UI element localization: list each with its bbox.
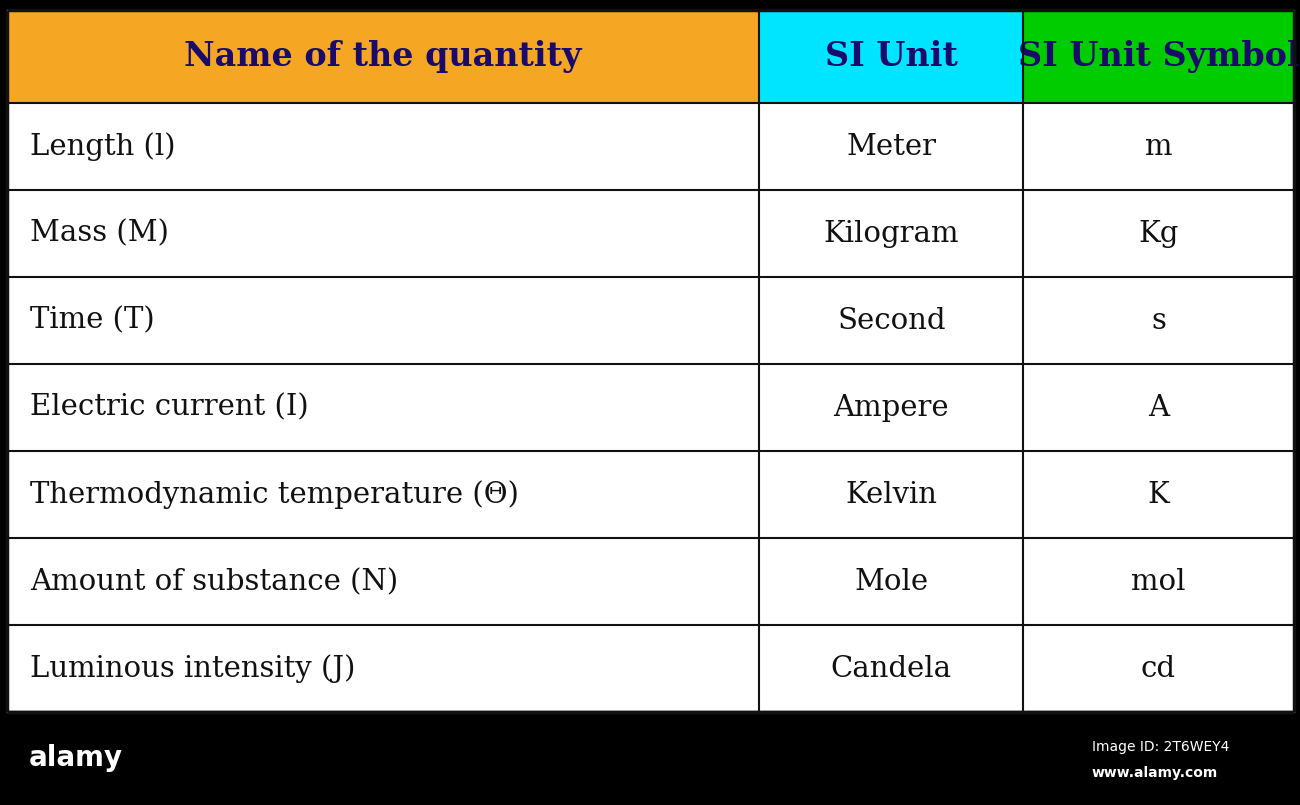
Text: Electric current (I): Electric current (I) xyxy=(30,394,308,422)
Bar xyxy=(1023,103,1294,190)
Text: Second: Second xyxy=(837,307,945,335)
Bar xyxy=(6,539,759,625)
Bar xyxy=(6,103,759,190)
Bar xyxy=(1023,452,1294,539)
Text: Mole: Mole xyxy=(854,568,928,596)
Bar xyxy=(1023,539,1294,625)
Text: A: A xyxy=(1148,394,1169,422)
Text: Mass (M): Mass (M) xyxy=(30,220,169,248)
Text: Thermodynamic temperature (Θ): Thermodynamic temperature (Θ) xyxy=(30,481,519,510)
Bar xyxy=(1023,277,1294,364)
Bar xyxy=(6,364,759,452)
Text: Candela: Candela xyxy=(831,655,952,683)
Text: Length (l): Length (l) xyxy=(30,132,176,161)
Text: Luminous intensity (J): Luminous intensity (J) xyxy=(30,654,355,683)
Bar xyxy=(6,10,759,103)
Text: Kg: Kg xyxy=(1139,220,1179,248)
Bar xyxy=(1023,190,1294,277)
Text: Amount of substance (N): Amount of substance (N) xyxy=(30,568,398,596)
Bar xyxy=(6,190,759,277)
Bar xyxy=(759,539,1023,625)
Text: Image ID: 2T6WEY4: Image ID: 2T6WEY4 xyxy=(1092,740,1230,754)
Text: Kilogram: Kilogram xyxy=(824,220,959,248)
Text: SI Unit: SI Unit xyxy=(826,39,958,72)
Bar xyxy=(6,277,759,364)
Bar xyxy=(1023,625,1294,712)
Text: cd: cd xyxy=(1141,655,1177,683)
Text: Kelvin: Kelvin xyxy=(845,481,937,509)
Text: s: s xyxy=(1150,307,1166,335)
Bar xyxy=(1023,10,1294,103)
Bar xyxy=(759,277,1023,364)
Text: Meter: Meter xyxy=(846,133,936,160)
Text: www.alamy.com: www.alamy.com xyxy=(1092,766,1218,780)
Text: Ampere: Ampere xyxy=(833,394,949,422)
Text: alamy: alamy xyxy=(29,745,122,772)
Bar xyxy=(759,10,1023,103)
Text: Name of the quantity: Name of the quantity xyxy=(185,39,581,72)
Text: m: m xyxy=(1144,133,1173,160)
Text: Time (T): Time (T) xyxy=(30,307,155,335)
Bar xyxy=(759,190,1023,277)
Bar xyxy=(759,625,1023,712)
Bar xyxy=(759,364,1023,452)
Text: mol: mol xyxy=(1131,568,1186,596)
Bar xyxy=(759,452,1023,539)
Bar xyxy=(6,10,1294,712)
Bar xyxy=(759,103,1023,190)
Bar xyxy=(6,452,759,539)
Bar xyxy=(6,625,759,712)
Bar xyxy=(1023,364,1294,452)
Text: K: K xyxy=(1148,481,1169,509)
Text: SI Unit Symbol: SI Unit Symbol xyxy=(1018,39,1299,72)
